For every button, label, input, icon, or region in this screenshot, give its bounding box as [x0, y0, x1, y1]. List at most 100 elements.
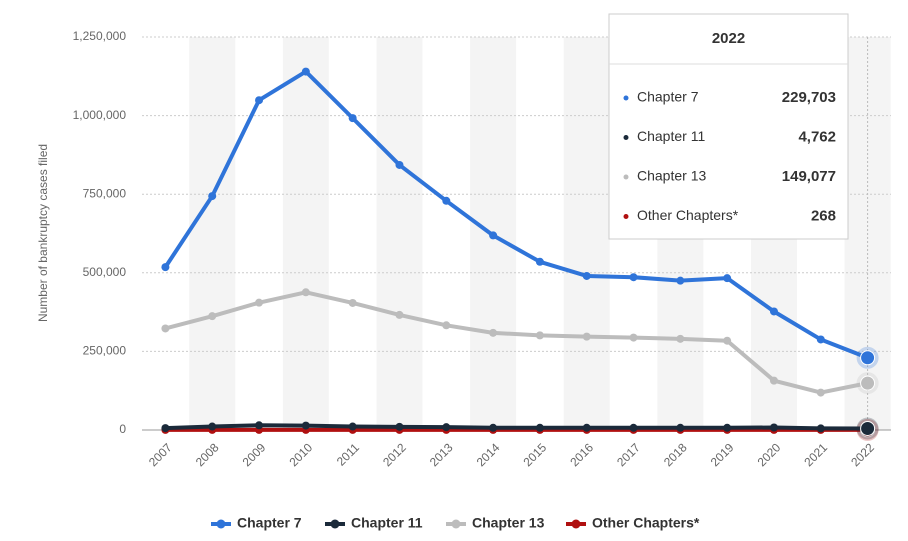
tooltip-name: Chapter 7 [637, 89, 699, 105]
x-tick-label: 2017 [614, 440, 643, 469]
x-tick-label: 2012 [380, 440, 409, 469]
series-line [164, 290, 868, 395]
point [489, 328, 498, 337]
legend-dot [451, 519, 461, 529]
point [723, 336, 732, 345]
x-tick-label: 2013 [427, 440, 456, 469]
tooltip-dot [623, 135, 629, 140]
tooltip-dot [623, 95, 629, 101]
series-line [163, 69, 869, 360]
point [442, 321, 451, 330]
x-tick-label: 2022 [848, 440, 877, 469]
point [535, 331, 544, 340]
point [395, 160, 404, 169]
legend-label: Chapter 7 [237, 515, 302, 531]
point [161, 424, 170, 433]
point [582, 423, 591, 432]
stripe [563, 37, 610, 430]
point [860, 375, 876, 391]
x-tick-label: 2015 [520, 440, 549, 469]
point [535, 257, 544, 266]
tooltip-name: Chapter 13 [637, 168, 706, 184]
point [348, 114, 357, 123]
point [442, 196, 451, 205]
y-tick-label: 250,000 [83, 344, 127, 358]
y-tick-label: 750,000 [83, 186, 127, 200]
point [629, 333, 638, 342]
point [208, 422, 217, 431]
point [769, 423, 778, 432]
y-axis-label: Number of bankruptcy cases filed [36, 144, 50, 322]
tooltip-title: 2022 [712, 30, 745, 47]
x-tick-label: 2021 [801, 440, 830, 469]
point [769, 376, 778, 385]
y-tick-label: 500,000 [83, 265, 127, 279]
point [723, 423, 732, 432]
point [676, 276, 685, 285]
tooltip-box [608, 13, 849, 240]
point [301, 288, 310, 297]
x-tick-label: 2011 [334, 440, 362, 468]
tooltip-name: Other Chapters* [637, 207, 739, 223]
point [816, 388, 825, 397]
point [208, 192, 217, 201]
tooltip-name: Chapter 11 [637, 128, 705, 144]
x-tick-label: 2016 [567, 440, 596, 469]
point [629, 423, 638, 432]
legend-label: Other Chapters* [592, 515, 700, 531]
tooltip-dot [623, 174, 629, 180]
point [676, 423, 685, 432]
point [255, 298, 264, 307]
stripe [376, 37, 423, 430]
point [255, 421, 264, 430]
point [301, 421, 310, 430]
y-tick-label: 1,250,000 [73, 29, 127, 43]
legend-label: Chapter 13 [472, 515, 545, 531]
point [395, 310, 404, 319]
point [676, 334, 685, 343]
legend-label: Chapter 11 [351, 515, 423, 531]
x-tick-label: 2018 [661, 440, 690, 469]
legend-dot [571, 519, 581, 529]
point [769, 307, 778, 316]
point [395, 422, 404, 431]
point [582, 271, 591, 280]
point [489, 231, 498, 240]
y-tick-label: 0 [119, 422, 126, 436]
x-tick-label: 2014 [474, 440, 503, 469]
point [860, 421, 876, 437]
x-tick-label: 2008 [193, 440, 222, 469]
tooltip-value: 4,762 [798, 128, 836, 145]
point [582, 332, 591, 341]
point [489, 423, 498, 432]
series-line [165, 423, 868, 431]
point [860, 350, 876, 366]
point [348, 298, 357, 307]
point [629, 273, 638, 282]
point [161, 263, 170, 272]
legend-dot [216, 519, 226, 529]
stripe [189, 37, 236, 430]
tooltip-dot [623, 214, 629, 219]
x-tick-label: 2007 [146, 440, 175, 469]
tooltip-value: 268 [811, 207, 836, 224]
tooltip-value: 229,703 [782, 89, 836, 106]
point [816, 335, 825, 344]
stripe [282, 37, 329, 430]
legend-dot [330, 519, 340, 529]
y-tick-label: 1,000,000 [73, 108, 127, 122]
x-tick-label: 2020 [755, 440, 784, 469]
point [301, 67, 310, 76]
x-tick-label: 2019 [708, 440, 737, 469]
point [255, 96, 264, 105]
x-tick-label: 2009 [240, 440, 269, 469]
tooltip-value: 149,077 [782, 168, 836, 185]
point [442, 423, 451, 432]
point [161, 324, 170, 333]
point [348, 422, 357, 431]
point [816, 424, 825, 433]
x-tick-label: 2010 [286, 440, 315, 469]
point [535, 423, 544, 432]
